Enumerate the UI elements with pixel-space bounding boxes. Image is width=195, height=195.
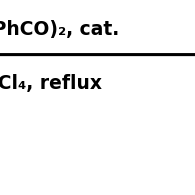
Text: CCl₄, reflux: CCl₄, reflux: [0, 74, 102, 93]
Text: (PhCO)₂, cat.: (PhCO)₂, cat.: [0, 20, 120, 39]
